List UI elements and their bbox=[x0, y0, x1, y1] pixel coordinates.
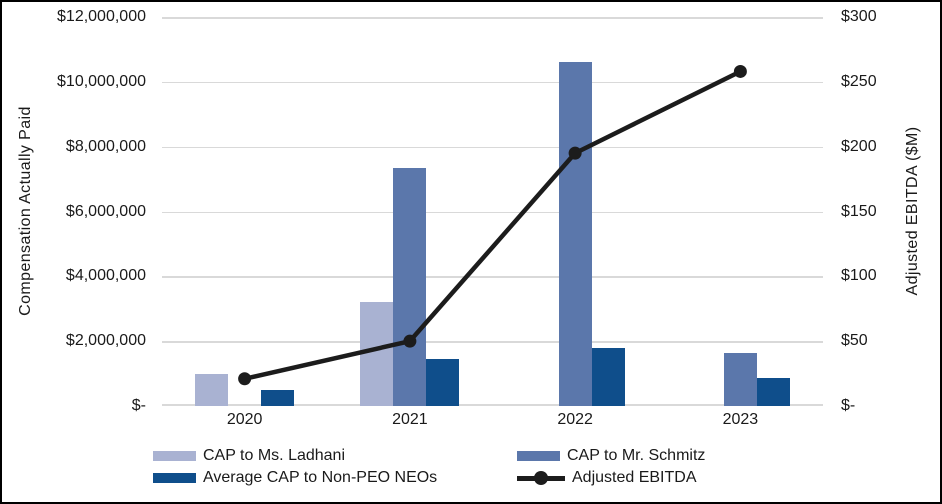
left-axis-tick-label: $6,000,000 bbox=[65, 202, 146, 220]
line-marker-2022 bbox=[568, 146, 582, 160]
gridline bbox=[162, 81, 823, 84]
left-axis-tick-label: $12,000,000 bbox=[57, 8, 146, 25]
left-axis-tick-label: $2,000,000 bbox=[65, 332, 146, 350]
gridline bbox=[162, 211, 823, 213]
bar-cap-to-mr-schmitz-2023 bbox=[723, 353, 757, 406]
bar-average-cap-to-non-peo-neos-2022 bbox=[591, 347, 625, 406]
right-axis-tick-label: $150 bbox=[841, 202, 877, 220]
right-axis-tick-label: $250 bbox=[841, 72, 877, 90]
legend-item-average-cap-to-non-peo-neos: Average CAP to Non-PEO NEOs bbox=[153, 468, 437, 488]
right-axis-ticks: $300 $250 $200 $150 $100 $50 $- bbox=[841, 2, 911, 422]
left-axis-tick-label: $10,000,000 bbox=[57, 72, 146, 90]
legend-item-cap-to-mr-schmitz: CAP to Mr. Schmitz bbox=[517, 446, 705, 466]
left-axis-ticks: $12,000,000 $10,000,000 $8,000,000 $6,000,0… bbox=[40, 2, 146, 422]
line-marker-2021 bbox=[403, 334, 417, 348]
legend-line-marker-icon bbox=[517, 471, 565, 485]
legend-swatch-icon bbox=[517, 451, 560, 461]
legend-label: Average CAP to Non-PEO NEOs bbox=[203, 469, 438, 486]
plot-area bbox=[162, 17, 823, 406]
right-axis-tick-label: $200 bbox=[841, 137, 877, 155]
bar-cap-to-ms-ladhani-2020 bbox=[195, 373, 229, 406]
gridline bbox=[162, 276, 823, 278]
gridline bbox=[162, 341, 823, 343]
bar-cap-to-ms-ladhani-2021 bbox=[360, 302, 394, 406]
right-axis-tick-label: $- bbox=[841, 397, 856, 414]
legend-swatch-icon bbox=[153, 451, 196, 461]
x-axis-label-2020: 2020 bbox=[226, 411, 263, 428]
legend-swatch-icon bbox=[153, 473, 196, 483]
x-axis-label-2022: 2022 bbox=[557, 411, 593, 428]
legend-label: CAP to Mr. Schmitz bbox=[567, 447, 706, 464]
left-axis-tick-label: $8,000,000 bbox=[65, 137, 146, 155]
legend-item-cap-to-ms-ladhani: CAP to Ms. Ladhani bbox=[153, 446, 345, 466]
x-axis-line bbox=[162, 404, 823, 406]
line-marker-2020 bbox=[238, 372, 252, 386]
right-axis-tick-label: $300 bbox=[841, 8, 877, 25]
legend-item-adjusted-ebitda: Adjusted EBITDA bbox=[517, 468, 697, 488]
gridline bbox=[162, 146, 823, 149]
right-axis-tick-label: $50 bbox=[841, 332, 868, 350]
gridline bbox=[162, 17, 823, 19]
left-axis-tick-label: $4,000,000 bbox=[65, 267, 146, 285]
bar-average-cap-to-non-peo-neos-2021 bbox=[426, 358, 460, 406]
line-marker-2023 bbox=[733, 64, 747, 78]
left-axis-title: Compensation Actually Paid bbox=[17, 106, 34, 316]
adjusted-ebitda-line bbox=[244, 69, 742, 381]
x-axis-label-2023: 2023 bbox=[722, 411, 759, 428]
legend-label: CAP to Ms. Ladhani bbox=[203, 447, 346, 464]
legend-label: Adjusted EBITDA bbox=[572, 469, 697, 486]
bar-average-cap-to-non-peo-neos-2020 bbox=[261, 390, 295, 406]
bar-cap-to-mr-schmitz-2022 bbox=[558, 62, 592, 406]
line-series-adjusted-ebitda bbox=[238, 64, 747, 386]
right-axis-tick-label: $100 bbox=[841, 267, 877, 285]
x-axis-label-2021: 2021 bbox=[392, 411, 428, 428]
left-axis-tick-label: $- bbox=[131, 397, 146, 414]
bar-cap-to-mr-schmitz-2021 bbox=[393, 167, 427, 406]
bar-average-cap-to-non-peo-neos-2023 bbox=[756, 378, 790, 406]
